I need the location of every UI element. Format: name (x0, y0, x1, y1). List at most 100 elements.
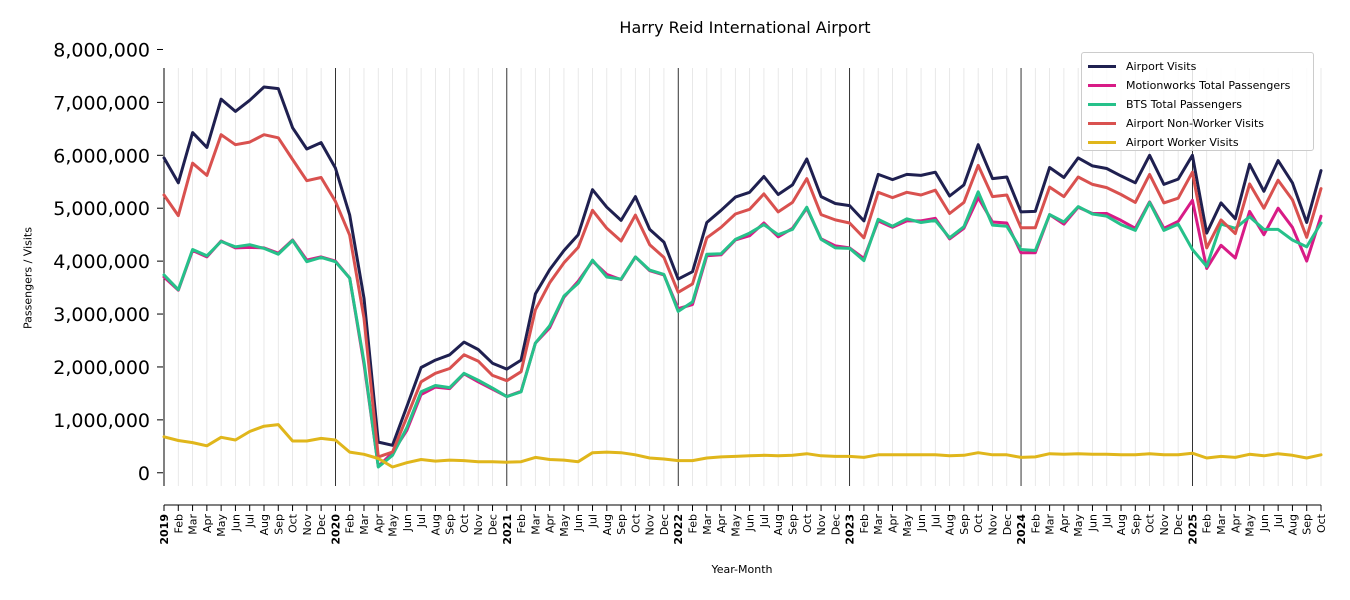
x-month-label: Jul (758, 514, 771, 528)
x-month-label: Sep (958, 514, 971, 535)
legend-swatch (1088, 141, 1116, 144)
legend-label: Airport Non-Worker Visits (1126, 117, 1265, 130)
x-month-label: Nov (1158, 514, 1171, 536)
legend: Airport Visits Motionworks Total Passeng… (1081, 52, 1314, 151)
x-month-label: Mar (701, 514, 714, 535)
legend-label: Airport Visits (1126, 60, 1197, 73)
x-month-label: May (729, 514, 742, 537)
x-year-label: 2019 (158, 514, 171, 545)
x-month-label: Jul (244, 514, 257, 528)
x-month-label: Oct (801, 513, 814, 533)
x-month-label: Mar (529, 514, 542, 535)
x-month-label: Dec (487, 514, 500, 535)
x-month-label: Jun (1258, 514, 1271, 532)
series-line-airport-non-worker-visits (162, 133, 1323, 459)
x-year-label: 2025 (1186, 514, 1199, 545)
x-month-label: Jul (587, 514, 600, 528)
legend-label: Airport Worker Visits (1126, 136, 1239, 149)
legend-label: BTS Total Passengers (1126, 98, 1243, 111)
legend-swatch (1088, 103, 1116, 106)
x-month-label: Sep (272, 514, 285, 535)
x-month-label: Apr (544, 514, 557, 534)
x-month-label: Jul (1101, 514, 1114, 528)
x-month-label: Feb (172, 514, 185, 533)
y-tick-label: 4,000,000 (53, 251, 150, 273)
x-month-label: Nov (986, 514, 999, 536)
x-month-label: Aug (258, 514, 271, 535)
x-month-label: Jun (572, 514, 585, 532)
y-tick-label: 5,000,000 (53, 198, 150, 220)
x-month-label: Nov (644, 514, 657, 536)
x-month-label: Dec (1172, 514, 1185, 535)
x-month-label: May (558, 514, 571, 537)
x-year-label: 2023 (844, 514, 857, 545)
x-month-label: Feb (344, 514, 357, 533)
x-month-label: Feb (858, 514, 871, 533)
legend-item: Motionworks Total Passengers (1088, 76, 1307, 95)
legend-swatch (1088, 122, 1116, 125)
x-month-label: May (901, 514, 914, 537)
x-month-label: Mar (872, 514, 885, 535)
x-month-label: Aug (1115, 514, 1128, 535)
x-year-label: 2022 (672, 514, 685, 545)
x-month-label: Feb (1201, 514, 1214, 533)
x-month-label: Oct (1315, 513, 1328, 533)
x-year-label: 2024 (1015, 514, 1028, 545)
x-year-label: 2020 (329, 514, 342, 545)
x-month-label: Jun (744, 514, 757, 532)
y-tick-label: 2,000,000 (53, 357, 150, 379)
x-month-label: Apr (1058, 514, 1071, 534)
x-month-label: Apr (372, 514, 385, 534)
legend-swatch (1088, 65, 1116, 68)
x-month-label: Mar (1215, 514, 1228, 535)
x-month-label: Oct (287, 513, 300, 533)
x-month-label: Jul (929, 514, 942, 528)
x-month-label: Apr (1229, 514, 1242, 534)
y-tick-label: 7,000,000 (53, 92, 150, 114)
x-month-label: Jun (229, 514, 242, 532)
y-axis-label: Passengers / Visits (21, 227, 35, 329)
chart-title: Harry Reid International Airport (619, 18, 871, 37)
legend-label: Motionworks Total Passengers (1126, 79, 1291, 92)
x-month-label: Feb (515, 514, 528, 533)
x-month-label: Sep (615, 514, 628, 535)
x-month-label: Dec (829, 514, 842, 535)
x-month-label: Feb (687, 514, 700, 533)
y-tick-label: 1,000,000 (53, 410, 150, 432)
x-month-label: Sep (1301, 514, 1314, 535)
y-tick-label: 8,000,000 (53, 39, 150, 61)
x-month-label: Aug (429, 514, 442, 535)
x-month-label: May (387, 514, 400, 537)
x-month-label: Oct (458, 513, 471, 533)
x-month-label: Nov (301, 514, 314, 536)
legend-item: Airport Non-Worker Visits (1088, 114, 1307, 133)
y-tick-label: 3,000,000 (53, 304, 150, 326)
x-month-label: Oct (1144, 513, 1157, 533)
legend-item: BTS Total Passengers (1088, 95, 1307, 114)
x-month-label: Oct (629, 513, 642, 533)
series-line-airport-worker-visits (162, 423, 1323, 469)
x-month-label: May (215, 514, 228, 537)
x-month-label: Apr (715, 514, 728, 534)
x-month-label: Apr (886, 514, 899, 534)
y-tick-label: 6,000,000 (53, 145, 150, 167)
x-month-label: Nov (815, 514, 828, 536)
legend-item: Airport Visits (1088, 57, 1307, 76)
x-month-label: Jul (1272, 514, 1285, 528)
legend-swatch (1088, 84, 1116, 87)
x-month-label: May (1072, 514, 1085, 537)
y-tick-label: 0 (138, 463, 150, 485)
x-month-label: Aug (944, 514, 957, 535)
series-line-bts-total-passengers (162, 190, 1323, 469)
x-month-label: Oct (972, 513, 985, 533)
x-month-label: Aug (601, 514, 614, 535)
x-month-label: Jul (415, 514, 428, 528)
x-month-label: Sep (444, 514, 457, 535)
legend-item: Airport Worker Visits (1088, 133, 1307, 152)
x-month-label: Dec (658, 514, 671, 535)
x-axis-label: Year-Month (711, 563, 773, 576)
x-month-label: Apr (201, 514, 214, 534)
x-month-label: Mar (358, 514, 371, 535)
x-month-label: Sep (786, 514, 799, 535)
